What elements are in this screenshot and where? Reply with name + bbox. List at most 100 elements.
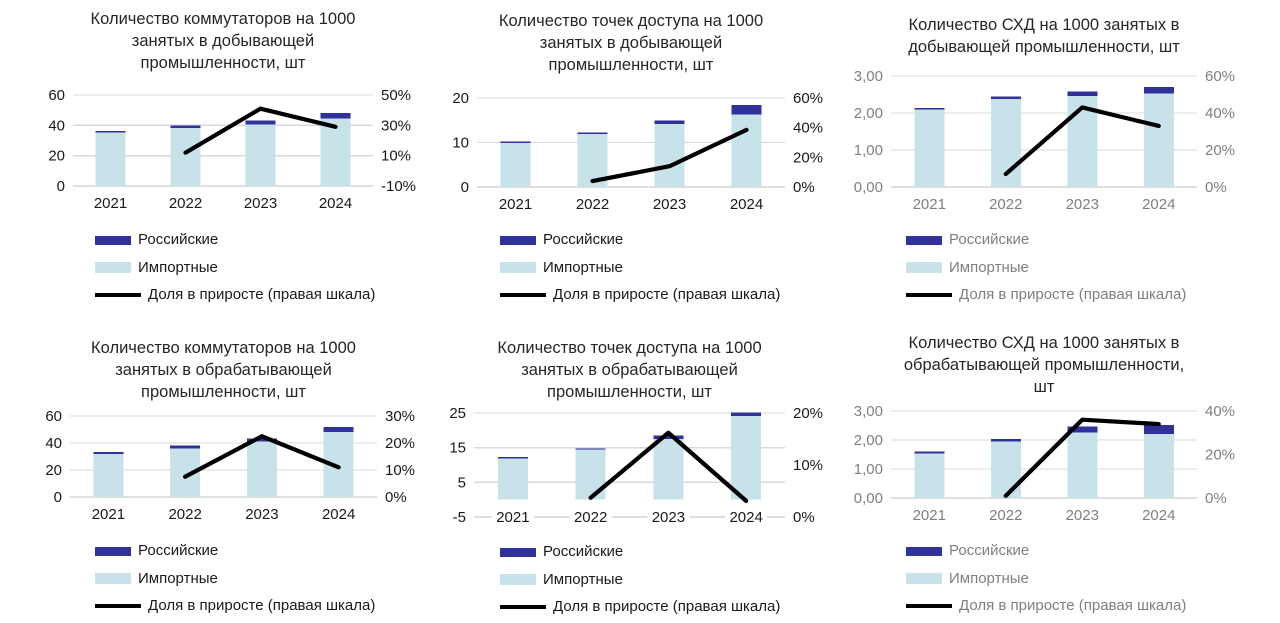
russian-bar-swatch-icon xyxy=(95,546,131,556)
legend-item-russian: Российские xyxy=(906,543,1186,559)
russian-bar-segment xyxy=(914,451,945,454)
left-axis-tick-label: 0 xyxy=(54,489,62,506)
russian-bar-swatch-icon xyxy=(95,235,131,245)
growth-line-swatch-icon xyxy=(95,604,141,608)
x-axis-label: 2024 xyxy=(729,509,762,526)
legend-item-russian: Российские xyxy=(500,232,780,248)
x-axis-label: 2024 xyxy=(1142,507,1175,524)
right-axis-tick-label: 40% xyxy=(793,120,823,137)
chart-plot-canvas: 0,00 1,00 2,00 3,00 0% 20% 40% 60% 2021 2022 2023 2… xyxy=(854,68,1235,213)
chart-title-line: Количество СХД на 1000 занятых в xyxy=(908,334,1180,352)
legend-label: Импортные xyxy=(949,258,1029,276)
legend-item-russian: Российские xyxy=(500,544,780,560)
imported-bar-segment xyxy=(320,118,351,186)
left-axis-tick-label: 2,00 xyxy=(854,432,883,449)
legend-item-growth-line: Доля в приросте (правая шкала) xyxy=(500,287,780,303)
legend-item-growth-line: Доля в приросте (правая шкала) xyxy=(906,598,1186,614)
chart-title-line: Количество коммутаторов на 1000 xyxy=(91,339,356,357)
russian-bar-segment xyxy=(1143,87,1174,94)
right-axis-tick-label: 10% xyxy=(381,148,411,165)
legend-label: Российские xyxy=(138,231,219,248)
chart-legend: Российские Импортные Доля в приросте (пр… xyxy=(500,544,780,623)
russian-bar-swatch-icon xyxy=(906,235,942,245)
legend-item-growth-line: Доля в приросте (правая шкала) xyxy=(95,287,375,303)
russian-bar-segment xyxy=(990,96,1021,99)
left-axis-tick-label: 20 xyxy=(48,148,65,165)
imported-bar-segment xyxy=(914,109,945,187)
chart-title-line: шт xyxy=(1033,378,1055,396)
imported-bar-segment xyxy=(654,123,685,187)
chart-legend: Российские Импортные Доля в приросте (пр… xyxy=(500,232,780,315)
russian-bar-segment xyxy=(320,113,351,119)
imported-bar-segment xyxy=(93,453,124,497)
growth-share-line xyxy=(1003,105,1161,177)
chart-title: Количество коммутаторов на 1000 занятых … xyxy=(23,8,423,74)
chart-title-line: промышленности, шт xyxy=(547,383,712,401)
x-axis-label: 2023 xyxy=(244,195,277,212)
right-axis-tick-label: 50% xyxy=(381,87,411,104)
imported-bar-segment xyxy=(731,415,762,500)
right-axis-tick-label: 0% xyxy=(793,179,815,196)
imported-bar-segment xyxy=(245,124,276,186)
legend-item-imported: Импортные xyxy=(500,259,780,276)
right-axis-tick-label: 0% xyxy=(1205,490,1227,507)
chart-storage-mining: Количество СХД на 1000 занятых в добываю… xyxy=(853,0,1280,312)
russian-bar-segment xyxy=(245,120,276,125)
russian-bar-segment xyxy=(95,130,126,133)
legend-item-imported: Импортные xyxy=(95,259,375,276)
legend-item-imported: Импортные xyxy=(500,570,780,588)
x-axis-label: 2023 xyxy=(653,196,686,213)
left-axis-tick-label: 40 xyxy=(48,117,65,134)
growth-share-line xyxy=(183,106,338,155)
x-axis-label: 2021 xyxy=(913,196,946,213)
growth-share-line xyxy=(590,127,749,184)
right-axis-tick-label: 30% xyxy=(385,408,415,425)
chart-switches-manufacturing: Количество коммутаторов на 1000 занятых … xyxy=(0,311,427,623)
right-axis-tick-label: 20% xyxy=(385,435,415,452)
russian-bar-segment xyxy=(170,445,201,449)
imported-bar-segment xyxy=(95,132,126,186)
left-axis-tick-label: 25 xyxy=(449,405,466,422)
right-axis-tick-label: 0% xyxy=(793,509,815,526)
imported-bar-swatch-icon xyxy=(95,573,131,584)
imported-bar-segment xyxy=(246,441,277,497)
right-axis-tick-label: 0% xyxy=(385,489,407,506)
imported-bar-swatch-icon xyxy=(906,262,942,273)
chart-title-line: промышленности, шт xyxy=(548,56,714,74)
legend-item-russian: Российские xyxy=(95,232,375,248)
left-axis-tick-label: 0,00 xyxy=(854,490,883,507)
chart-plot-canvas: -5 5 15 25 0% 10% 20% 2021 2022 2023 2024 xyxy=(449,405,823,526)
growth-line-swatch-icon xyxy=(500,605,546,609)
chart-switches-mining: Количество коммутаторов на 1000 занятых … xyxy=(0,0,427,312)
right-axis-tick-label: 60% xyxy=(1205,68,1235,85)
growth-share-line xyxy=(1003,417,1161,498)
legend-label: Импортные xyxy=(949,569,1029,587)
legend-label: Доля в приросте (правая шкала) xyxy=(959,597,1187,614)
legend-item-russian: Российские xyxy=(906,232,1186,248)
x-axis-label: 2022 xyxy=(576,196,609,213)
chart-legend: Российские Импортные Доля в приросте (пр… xyxy=(95,543,375,623)
chart-legend: Российские Импортные Доля в приросте (пр… xyxy=(906,232,1186,315)
imported-bar-segment xyxy=(731,114,762,187)
chart-access-points-mining: Количество точек доступа на 1000 занятых… xyxy=(427,0,854,312)
imported-bar-segment xyxy=(1067,432,1098,498)
x-label-background xyxy=(647,509,690,525)
x-axis-label: 2022 xyxy=(989,507,1022,524)
right-axis-tick-label: 40% xyxy=(1205,105,1235,122)
x-axis-label: 2021 xyxy=(496,509,529,526)
growth-line-swatch-icon xyxy=(95,293,141,297)
russian-bar-segment xyxy=(914,108,945,110)
right-axis-tick-label: 10% xyxy=(385,462,415,479)
legend-label: Российские xyxy=(543,543,624,560)
x-axis-label: 2021 xyxy=(94,195,127,212)
legend-label: Импортные xyxy=(543,570,623,588)
legend-item-imported: Импортные xyxy=(906,258,1186,276)
chart-title-line: Количество точек доступа на 1000 xyxy=(497,339,762,357)
growth-share-line xyxy=(588,430,749,503)
left-axis-tick-label: 3,00 xyxy=(854,68,883,85)
x-axis-label: 2022 xyxy=(169,195,202,212)
chart-legend: Российские Импортные Доля в приросте (пр… xyxy=(906,543,1186,623)
chart-plot-canvas: 0,00 1,00 2,00 3,00 0% 20% 40% 2021 2022 2023 2024 xyxy=(854,403,1235,524)
right-axis-tick-label: 20% xyxy=(1205,142,1235,159)
imported-bar-swatch-icon xyxy=(500,574,536,585)
